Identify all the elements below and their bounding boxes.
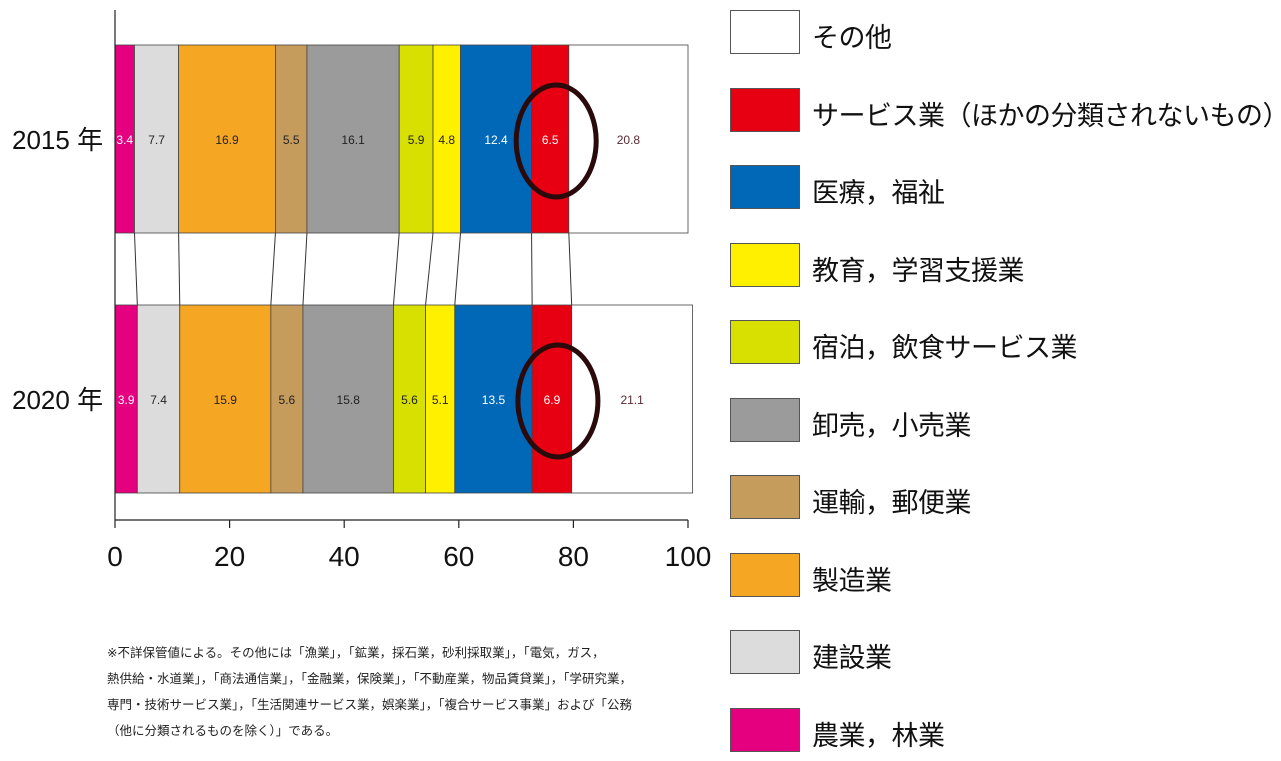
bar-segment (136, 304, 181, 494)
footnote-line: 専門・技術サービス業」，「生活関連サービス業，娯楽業」，「複合サービス事業」およ… (107, 697, 633, 712)
bar-segment (568, 44, 689, 234)
legend-swatch (730, 552, 800, 597)
connector-line (270, 232, 276, 306)
legend-label: 製造業 (812, 565, 892, 597)
footnote: ※不詳保管値による。その他には「漁業」，「鉱業，採石業，砂利採取業」，「電気，ガ… (107, 640, 707, 744)
bar-segment (178, 44, 276, 234)
legend-item: 教育，学習支援業 (730, 241, 1281, 291)
bar-segment (432, 44, 461, 234)
legend-label: サービス業（ほかの分類されないもの） (812, 100, 1281, 132)
x-tick-label: 100 (665, 541, 712, 572)
legend-swatch (730, 630, 800, 674)
x-tick-label: 80 (558, 541, 589, 572)
footnote-line: （他に分類されるものを除く）」である。 (107, 723, 339, 738)
legend-label: 建設業 (812, 643, 892, 674)
legend-item: 建設業 (730, 628, 1281, 678)
bar-segment (398, 44, 434, 234)
connector-line (425, 232, 434, 306)
bar-segment (531, 304, 573, 494)
connector-line (178, 232, 181, 306)
highlight-circle (515, 342, 601, 460)
footnote-line: ※不詳保管値による。その他には「漁業」，「鉱業，採石業，砂利採取業」，「電気，ガ… (107, 645, 605, 660)
legend-label: 農業，林業 (812, 720, 945, 752)
legend-item: 運輸，郵便業 (730, 473, 1281, 523)
data-label: 12.4 (484, 133, 508, 147)
category-label: 2015 年 (12, 125, 103, 155)
bar-segment (306, 44, 400, 234)
data-label: 5.1 (432, 393, 449, 407)
data-label: 4.8 (438, 133, 455, 147)
legend-swatch (730, 475, 800, 519)
x-tick-label: 60 (443, 541, 474, 572)
legend-label: 卸売，小売業 (812, 410, 972, 442)
bar-segment (393, 304, 426, 494)
data-label: 16.1 (341, 133, 365, 147)
legend-swatch (730, 397, 800, 442)
bar-segment (460, 44, 532, 234)
legend-item: その他 (730, 8, 1281, 58)
legend-label: 教育，学習支援業 (812, 255, 1025, 287)
legend-item: 宿泊，飲食サービス業 (730, 318, 1281, 368)
bar-segment (302, 304, 394, 494)
data-label: 6.5 (542, 133, 559, 147)
category-label: 2020 年 (12, 385, 103, 415)
data-label: 3.9 (118, 393, 135, 407)
connector-line (133, 232, 138, 306)
data-label: 16.9 (215, 133, 239, 147)
bar-segment (134, 44, 180, 234)
legend-label: 医療，福祉 (812, 178, 945, 209)
legend-swatch (730, 707, 800, 752)
data-label: 3.4 (116, 133, 133, 147)
legend-swatch (730, 320, 800, 364)
stacked-bar-chart: 3.4 7.7 16.9 5.5 16.1 5.9 4.8 12.4 6.5 20.8 2015 年… (12, 10, 712, 572)
data-label: 13.5 (482, 393, 506, 407)
legend-swatch (730, 242, 800, 287)
x-tick-label: 40 (329, 541, 360, 572)
legend-item: サービス業（ほかの分類されないもの） (730, 86, 1281, 136)
data-label: 5.6 (279, 393, 296, 407)
data-label: 20.8 (617, 133, 641, 147)
legend-item: 農業，林業 (730, 706, 1281, 756)
legend-label: その他 (812, 23, 892, 54)
legend-item: 医療，福祉 (730, 163, 1281, 213)
x-tick-label: 0 (107, 541, 123, 572)
data-label: 6.9 (544, 393, 561, 407)
data-label: 15.8 (337, 393, 361, 407)
connector-line (568, 232, 573, 306)
legend-label: 宿泊，飲食サービス業 (812, 333, 1078, 364)
data-label: 7.7 (148, 133, 165, 147)
legend-swatch (730, 10, 800, 54)
bar-segment (571, 304, 693, 494)
bar-segment (270, 304, 304, 494)
legend-swatch (730, 87, 800, 132)
legend-item: 製造業 (730, 551, 1281, 601)
data-label: 15.9 (214, 393, 238, 407)
connector-line (302, 232, 308, 306)
bar-segment (179, 304, 272, 494)
x-tick-label: 20 (214, 541, 245, 572)
legend-swatch (730, 165, 800, 209)
data-label: 5.9 (408, 133, 425, 147)
connector-line (454, 232, 462, 306)
bar-segment (275, 44, 308, 234)
legend-item: 卸売，小売業 (730, 396, 1281, 446)
data-label: 21.1 (620, 393, 644, 407)
data-label: 7.4 (150, 393, 167, 407)
data-label: 5.5 (283, 133, 300, 147)
highlight-circle (513, 82, 599, 200)
connector-line (531, 232, 533, 306)
legend-label: 運輸，郵便業 (812, 488, 972, 519)
connector-line (392, 232, 400, 306)
bar-segment (531, 44, 570, 234)
footnote-line: 熱供給・水道業」，「商法通信業」，「金融業，保険業」，「不動産業，物品賃貸業」，… (107, 671, 633, 686)
data-label: 5.6 (401, 393, 418, 407)
